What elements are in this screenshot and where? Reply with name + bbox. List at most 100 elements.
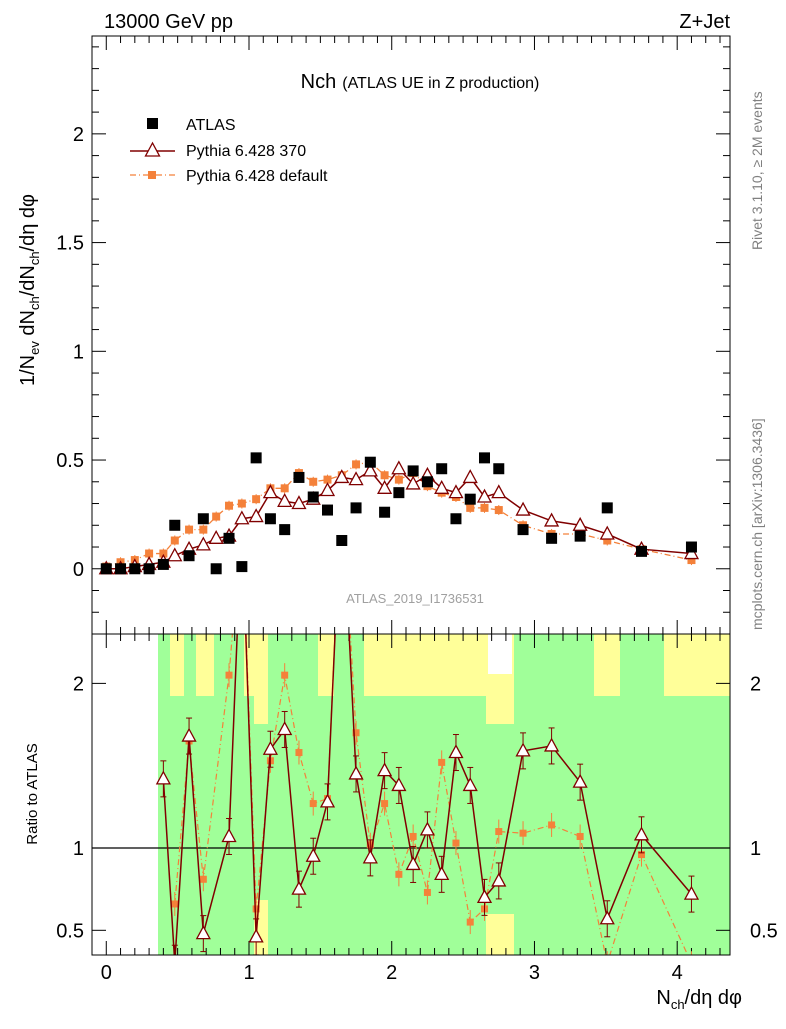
point-pythia-default [380,471,389,480]
ratio-point-pythia-370 [195,925,211,940]
ratio-point-pythia-370 [515,742,531,757]
chart-marks [98,452,700,967]
point-pythia-370 [543,512,560,527]
ratio-axes: 0 1 2 3 4 0.5 0.5 1 1 2 2 [56,634,778,984]
ratio-point-pythia-default [199,875,207,883]
ratio-point-pythia-370 [291,880,307,895]
ratio-point-pythia-default [495,828,503,836]
ratio-point-pythia-370 [683,885,700,900]
rivet-version-label: Rivet 3.1.10, ≥ 2M events [749,91,765,250]
ratio-point-pythia-default [338,482,345,489]
point-pythia-default [280,484,289,493]
main-y-tick-label: 2 [73,124,84,146]
ratio-point-pythia-370 [391,777,407,792]
point-pythia-370 [334,469,350,484]
ratio-point-pythia-default [252,905,260,913]
chart-subtitle: (ATLAS UE in Z production) [342,75,539,92]
point-atlas [210,563,222,575]
point-pythia-default [480,503,489,512]
point-atlas [379,506,391,518]
point-pythia-370 [262,484,279,499]
point-atlas [336,534,348,546]
point-pythia-370 [515,501,531,516]
ratio-point-pythia-default [225,671,233,679]
point-pythia-370 [319,482,336,497]
ratio-point-pythia-370 [277,721,293,736]
point-atlas [197,513,209,525]
ratio-point-pythia-370 [419,821,436,836]
point-atlas [223,532,235,544]
ratio-point-pythia-370 [319,793,336,808]
point-pythia-370 [348,471,364,486]
band-yellow [486,696,514,724]
point-atlas [250,452,262,464]
point-pythia-default [199,525,208,534]
legend-pydefault-label: Pythia 6.428 default [186,168,328,185]
point-pythia-370 [491,484,507,499]
point-pythia-370 [434,479,450,494]
point-pythia-default [170,536,179,545]
mcplots-label: mcplots.cern.ch [arXiv:1306.3436] [749,418,765,630]
point-atlas [421,476,433,488]
chart-title-main: Nch [301,71,337,93]
ratio-point-pythia-370 [305,847,321,862]
point-atlas [157,558,169,570]
band-inner-patch [184,634,196,696]
ratio-point-pythia-default [438,758,446,766]
point-atlas [169,519,181,531]
ratio-point-pythia-default [452,839,460,847]
ratio-point-pythia-370 [262,740,279,755]
ratio-point-pythia-default [171,900,179,908]
point-pythia-default [603,536,612,545]
ratio-y-tick-label: 2 [73,673,84,695]
ratio-point-pythia-370 [348,765,364,780]
ratio-y-tick-label: 0.5 [56,920,84,942]
ratio-point-pythia-370 [248,928,264,943]
ratio-point-pythia-default [409,832,417,840]
legend-atlas-marker [147,118,158,129]
ratio-point-pythia-370 [405,856,421,871]
ratio-point-pythia-370 [572,773,588,788]
point-atlas [350,502,362,514]
point-atlas [293,471,305,483]
point-atlas [436,463,448,475]
ratio-y-axis-label: Ratio to ATLAS [24,743,41,844]
point-pythia-370 [462,469,478,484]
point-atlas [129,563,141,575]
point-pythia-default [687,556,696,565]
ratio-y-tick-label-right: 2 [750,673,761,695]
point-atlas [574,530,586,542]
point-atlas [685,541,697,553]
ratio-point-pythia-370 [181,727,197,742]
ratio-point-pythia-370 [221,828,237,843]
header-left: 13000 GeV pp [104,11,233,33]
point-pythia-default [394,475,403,484]
legend-pydefault-marker [148,171,156,179]
point-pythia-370 [683,545,700,560]
point-pythia-370 [248,508,264,523]
ratio-point-pythia-default [688,960,695,967]
point-pythia-default [237,499,246,508]
point-pythia-default [352,460,361,469]
ratio-point-pythia-default [576,832,584,840]
ratio-point-pythia-default [381,800,389,808]
point-atlas [493,463,505,475]
ratio-point-pythia-370 [448,744,464,759]
point-atlas [479,452,491,464]
point-pythia-370 [277,492,293,508]
point-atlas [450,513,462,525]
point-atlas [517,524,529,536]
main-y-tick-label: 0.5 [56,450,84,472]
point-atlas [546,532,558,544]
point-atlas [115,563,127,575]
point-atlas [100,563,112,575]
band-inner-patch [620,634,664,696]
band-inner-patch [514,634,594,696]
point-pythia-370 [208,529,224,544]
point-atlas [143,563,155,575]
legend-py370-label: Pythia 6.428 370 [186,143,306,160]
ratio-point-pythia-370 [543,737,560,752]
point-atlas [393,487,405,499]
main-y-tick-label: 1 [73,341,84,363]
analysis-watermark: ATLAS_2019_I1736531 [346,591,484,606]
